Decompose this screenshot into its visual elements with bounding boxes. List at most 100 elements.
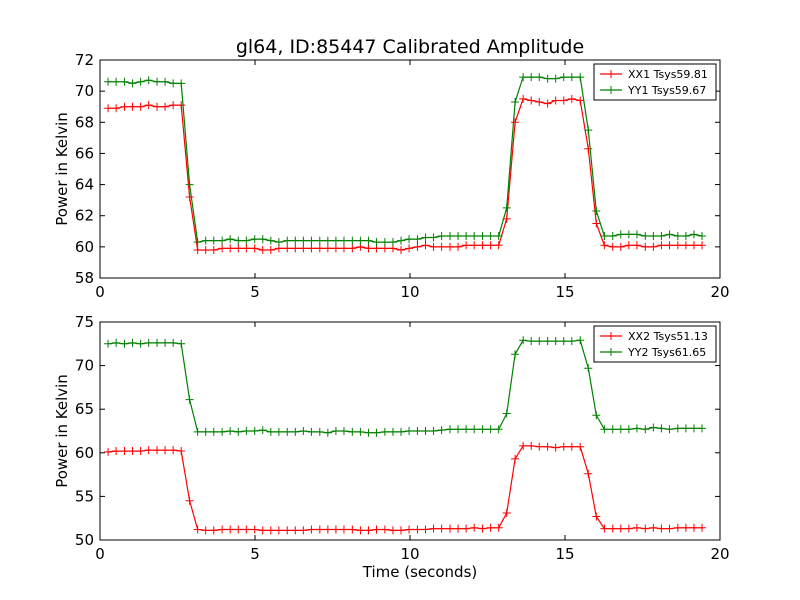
- data-point-marker: [470, 241, 479, 250]
- data-point-marker: [608, 524, 617, 533]
- legend-label: YY2 Tsys61.65: [627, 346, 706, 359]
- data-point-marker: [307, 427, 316, 436]
- data-point-marker: [429, 242, 438, 251]
- data-point-marker: [511, 454, 520, 463]
- data-point-marker: [153, 338, 162, 347]
- data-point-marker: [681, 231, 690, 240]
- data-point-marker: [234, 236, 243, 245]
- data-point-marker: [413, 242, 422, 251]
- data-point-marker: [478, 425, 487, 434]
- data-point-marker: [681, 424, 690, 433]
- data-point-marker: [470, 425, 479, 434]
- data-point-marker: [478, 524, 487, 533]
- data-point-marker: [673, 231, 682, 240]
- data-point-marker: [673, 424, 682, 433]
- x-tick-label: 10: [400, 545, 419, 563]
- data-point-marker: [616, 524, 625, 533]
- data-point-marker: [592, 411, 601, 420]
- data-point-marker: [445, 425, 454, 434]
- data-point-marker: [266, 236, 275, 245]
- data-point-marker: [421, 233, 430, 242]
- data-point-marker: [315, 427, 324, 436]
- data-point-marker: [218, 427, 227, 436]
- data-point-marker: [169, 446, 178, 455]
- data-point-marker: [437, 231, 446, 240]
- data-point-marker: [624, 524, 633, 533]
- data-point-marker: [348, 244, 357, 253]
- data-point-marker: [380, 238, 389, 247]
- data-point-marker: [494, 231, 503, 240]
- data-point-marker: [274, 238, 283, 247]
- data-point-marker: [242, 244, 251, 253]
- data-point-marker: [144, 101, 153, 110]
- x-tick-label: 0: [95, 545, 105, 563]
- data-point-marker: [218, 244, 227, 253]
- data-point-marker: [299, 427, 308, 435]
- y-tick-label: 58: [75, 269, 94, 287]
- data-point-marker: [193, 245, 202, 254]
- data-point-marker: [462, 425, 471, 434]
- data-point-marker: [201, 245, 210, 254]
- data-point-marker: [169, 338, 178, 347]
- data-point-marker: [413, 427, 422, 435]
- data-point-marker: [584, 469, 593, 478]
- data-point-marker: [283, 236, 292, 245]
- y-tick-label: 68: [75, 113, 94, 131]
- data-point-marker: [584, 364, 593, 373]
- data-point-marker: [364, 236, 373, 245]
- data-point-marker: [689, 424, 698, 433]
- data-point-marker: [689, 241, 698, 250]
- legend-marker: [607, 70, 615, 78]
- data-point-marker: [527, 96, 536, 105]
- data-point-marker: [600, 425, 609, 434]
- data-point-marker: [673, 241, 682, 250]
- data-point-marker: [413, 525, 422, 534]
- data-point-marker: [397, 526, 406, 535]
- data-point-marker: [429, 233, 438, 242]
- data-point-marker: [405, 525, 414, 534]
- data-point-marker: [632, 241, 641, 250]
- data-point-marker: [421, 525, 430, 534]
- data-point-marker: [649, 423, 658, 432]
- data-point-marker: [405, 244, 414, 253]
- data-point-marker: [551, 96, 560, 105]
- data-point-marker: [527, 337, 536, 346]
- data-point-marker: [608, 231, 617, 240]
- data-point-marker: [185, 180, 194, 189]
- data-point-marker: [226, 525, 235, 534]
- data-point-marker: [462, 241, 471, 250]
- y-tick-label: 60: [75, 444, 94, 462]
- data-point-marker: [429, 524, 438, 533]
- legend-marker: [607, 348, 615, 356]
- data-point-marker: [673, 523, 682, 532]
- data-point-marker: [624, 241, 633, 250]
- data-point-marker: [608, 242, 617, 251]
- data-point-marker: [592, 512, 601, 521]
- data-point-marker: [120, 102, 129, 111]
- plot-top: 0 5 10 15 20 58 60 62 64 66 68 70 72 Power in Kelvin X…: [53, 51, 730, 301]
- data-point-marker: [502, 203, 511, 212]
- data-point-marker: [657, 524, 666, 533]
- data-point-marker: [657, 231, 666, 240]
- data-point-marker: [242, 236, 251, 245]
- data-point-marker: [161, 77, 170, 86]
- data-point-marker: [698, 424, 707, 433]
- data-point-marker: [250, 244, 259, 253]
- data-point-marker: [177, 101, 186, 110]
- data-point-marker: [339, 244, 348, 253]
- y-tick-label: 60: [75, 238, 94, 256]
- data-point-marker: [234, 244, 243, 253]
- data-point-marker: [250, 525, 259, 534]
- data-point-marker: [511, 98, 520, 107]
- data-point-marker: [511, 350, 520, 359]
- data-point-marker: [104, 447, 113, 456]
- data-point-marker: [144, 446, 153, 455]
- y-tick-label: 75: [75, 313, 94, 331]
- data-point-marker: [592, 219, 601, 228]
- data-point-marker: [397, 245, 406, 254]
- data-point-marker: [576, 96, 585, 105]
- y-tick-label: 65: [75, 400, 94, 418]
- data-point-marker: [584, 144, 593, 153]
- data-point-marker: [665, 425, 674, 434]
